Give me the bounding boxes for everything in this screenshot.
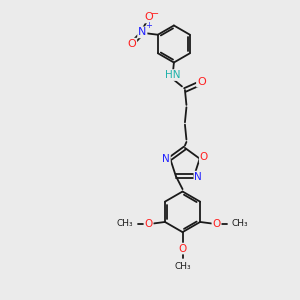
Text: O: O	[200, 152, 208, 162]
Text: N: N	[138, 27, 146, 37]
Text: CH₃: CH₃	[232, 219, 248, 228]
Text: O: O	[145, 12, 153, 22]
Text: O: O	[197, 76, 206, 87]
Text: −: −	[152, 9, 160, 19]
Text: O: O	[178, 244, 187, 254]
Text: O: O	[212, 219, 221, 229]
Text: N: N	[162, 154, 170, 164]
Text: CH₃: CH₃	[174, 262, 191, 271]
Text: CH₃: CH₃	[117, 219, 134, 228]
Text: HN: HN	[165, 70, 180, 80]
Text: O: O	[128, 39, 136, 49]
Text: N: N	[194, 172, 202, 182]
Text: O: O	[144, 219, 153, 229]
Text: +: +	[146, 21, 152, 30]
